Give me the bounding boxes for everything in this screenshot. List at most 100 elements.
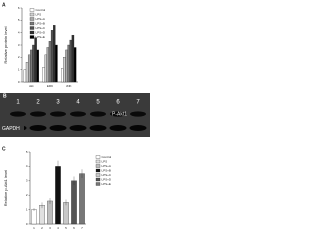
- legend-swatch: [29, 35, 35, 39]
- legend-label: LPS+D: [36, 30, 46, 34]
- band: [130, 111, 146, 117]
- legend-label: LPS+D: [102, 177, 112, 181]
- panel-label: B: [3, 93, 7, 99]
- figure: B A Relative protein level 0 1 2 3 4 5 6 Akt ERK JN…: [0, 2, 150, 230]
- bar: [53, 25, 56, 83]
- lane-label: 6: [116, 100, 120, 106]
- y-axis-label: Relative protein level: [3, 26, 8, 63]
- bar: [73, 47, 77, 83]
- bar: [65, 49, 68, 83]
- legend-swatch: [29, 21, 35, 26]
- band: [30, 111, 46, 117]
- bar: [71, 180, 77, 225]
- bar: [27, 54, 31, 83]
- legend-label: LPS+E: [36, 35, 45, 39]
- bar: [63, 57, 66, 83]
- lane-label: 5: [96, 100, 100, 106]
- y-tick-label: 4: [26, 164, 28, 168]
- bar: [55, 44, 58, 83]
- bar: [42, 67, 45, 83]
- legend-swatch: [95, 159, 101, 164]
- legend-swatch: [95, 182, 101, 186]
- bar: [63, 202, 69, 225]
- y-tick-label: 1: [26, 207, 28, 211]
- y-axis-label: Relative p-Akt1 level: [3, 170, 8, 207]
- bar: [47, 200, 53, 225]
- y-tick-label: 6: [18, 6, 20, 10]
- band: [89, 125, 107, 131]
- legend-label: Control: [36, 8, 46, 12]
- band: [10, 111, 26, 117]
- bar: [69, 39, 73, 83]
- band: [29, 125, 47, 131]
- bar: [48, 41, 52, 83]
- band: [49, 125, 67, 131]
- band: [90, 111, 106, 117]
- x-tick-label: 6: [73, 226, 75, 230]
- y-tick-label: 0: [18, 80, 20, 84]
- x-tick-label: 4: [57, 226, 59, 230]
- bar: [25, 62, 29, 83]
- legend-label: LPS+A: [102, 164, 111, 168]
- y-tick-label: 2: [26, 193, 28, 197]
- x-tick-label: ERK: [47, 84, 53, 88]
- legend-swatch: [29, 26, 35, 30]
- legend-label: LPS+C: [102, 173, 112, 177]
- legend-label: Control: [102, 155, 112, 159]
- band: [110, 111, 126, 117]
- lane-label: 1: [16, 100, 20, 106]
- lane-label: 2: [36, 100, 40, 106]
- y-tick-label: 1: [18, 67, 20, 71]
- bar: [79, 173, 85, 225]
- bar: [31, 209, 37, 225]
- bar: [34, 37, 37, 83]
- legend-swatch: [95, 177, 101, 182]
- lane-label: 4: [76, 100, 80, 106]
- x-tick-label: 7: [81, 226, 83, 230]
- panel-label: A: [2, 2, 6, 8]
- bar: [50, 30, 54, 83]
- legend-label: LPS: [102, 159, 108, 163]
- row-label: GAPDH: [2, 126, 20, 132]
- legend-label: LPS+C: [36, 26, 46, 30]
- legend-swatch: [29, 8, 35, 12]
- legend-swatch: [95, 155, 101, 159]
- x-tick-label: 3: [49, 226, 51, 230]
- legend-label: LPS+B: [102, 168, 111, 172]
- bar: [46, 47, 50, 83]
- y-tick-label: 4: [18, 30, 20, 34]
- y-tick-label: 5: [26, 150, 28, 154]
- band: [69, 125, 87, 131]
- x-tick-label: 5: [65, 226, 67, 230]
- bar: [44, 54, 47, 83]
- bar: [32, 44, 35, 83]
- y-tick-label: 5: [18, 18, 20, 22]
- y-tick-label: 3: [18, 43, 20, 47]
- band: [109, 125, 127, 131]
- panel-label: C: [2, 146, 6, 152]
- legend-label: LPS+E: [102, 182, 111, 186]
- y-tick-label: 2: [18, 55, 20, 59]
- x-tick-label: 1: [33, 226, 35, 230]
- legend-swatch: [29, 12, 35, 17]
- legend-swatch: [95, 164, 101, 168]
- row-label-bg: [0, 124, 24, 132]
- band: [70, 111, 86, 117]
- bar: [55, 166, 61, 225]
- bar: [36, 49, 39, 83]
- band: [50, 111, 66, 117]
- band: [129, 125, 147, 131]
- y-tick-label: 3: [26, 179, 28, 183]
- legend-label: LPS+A: [36, 17, 45, 21]
- x-tick-label: Akt: [29, 84, 34, 88]
- bar: [67, 44, 70, 83]
- legend-label: LPS: [36, 12, 42, 16]
- bar: [71, 34, 75, 83]
- legend-label: LPS+B: [36, 21, 45, 25]
- legend-swatch: [95, 173, 101, 177]
- bar: [30, 49, 33, 83]
- lane-label: 3: [56, 100, 60, 106]
- x-tick-label: 2: [41, 226, 43, 230]
- legend-swatch: [29, 17, 35, 21]
- lane-label: 7: [136, 100, 140, 106]
